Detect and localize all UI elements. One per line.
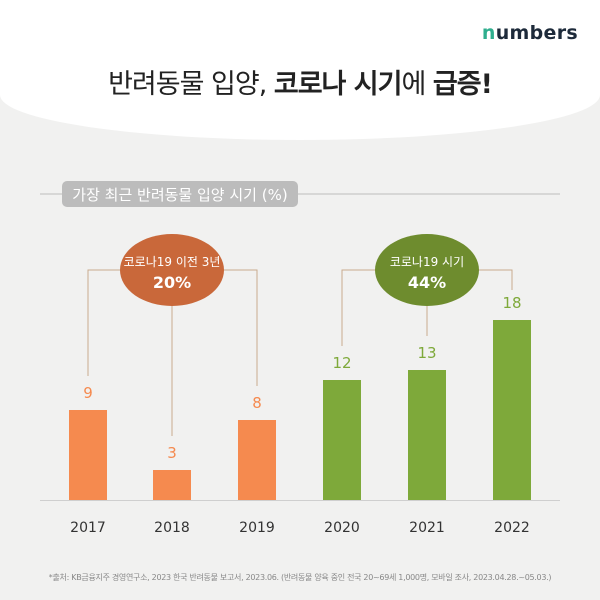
data-label-2021: 13 bbox=[417, 344, 436, 362]
annotation-label: 코로나19 시기 bbox=[390, 255, 464, 269]
data-label-2022: 18 bbox=[502, 294, 521, 312]
title-part2: 코로나 시기 bbox=[273, 69, 403, 100]
x-tick-2020: 2020 bbox=[324, 520, 360, 536]
title-part3: 에 bbox=[401, 69, 433, 100]
annotation-value: 44% bbox=[408, 273, 446, 292]
chart-title: 가장 최근 반려동물 입양 시기 (%) bbox=[72, 186, 287, 204]
bar-2022 bbox=[493, 320, 531, 500]
logo-n: n bbox=[481, 22, 496, 44]
bar-2021 bbox=[408, 370, 446, 500]
data-label-2017: 9 bbox=[83, 384, 93, 402]
title-part4: 급증! bbox=[432, 69, 493, 100]
x-tick-2017: 2017 bbox=[70, 520, 106, 536]
bar-2017 bbox=[69, 410, 107, 500]
bar-2019 bbox=[238, 420, 276, 500]
data-label-2020: 12 bbox=[332, 354, 351, 372]
numbers-logo: numbers bbox=[482, 22, 578, 44]
annotation-bubble bbox=[375, 234, 479, 306]
page-title: 반려동물 입양, 코로나 시기에 급증! bbox=[0, 62, 600, 101]
bar-2018 bbox=[153, 470, 191, 500]
bracket-left-pre bbox=[87, 269, 127, 376]
x-tick-2022: 2022 bbox=[494, 520, 530, 536]
x-tick-2021: 2021 bbox=[409, 520, 445, 536]
source-note: *출처: KB금융지주 경영연구소, 2023 한국 반려동물 보고서, 202… bbox=[48, 573, 552, 582]
annotation-label: 코로나19 이전 3년 bbox=[124, 255, 221, 269]
x-tick-2019: 2019 bbox=[239, 520, 275, 536]
x-tick-2018: 2018 bbox=[154, 520, 190, 536]
title-part1: 반려동물 입양, bbox=[108, 69, 274, 100]
logo-rest: umbers bbox=[495, 22, 578, 44]
data-label-2018: 3 bbox=[167, 444, 177, 462]
annotation-bubble bbox=[120, 234, 224, 306]
bracket-left-covid bbox=[341, 269, 382, 346]
annotation-value: 20% bbox=[153, 273, 191, 292]
header-background bbox=[0, 0, 600, 140]
bracket-right-pre bbox=[217, 269, 258, 386]
bracket-right-covid bbox=[472, 269, 513, 290]
data-label-2019: 8 bbox=[252, 394, 262, 412]
chart-title-pill bbox=[62, 181, 298, 207]
bar-2020 bbox=[323, 380, 361, 500]
